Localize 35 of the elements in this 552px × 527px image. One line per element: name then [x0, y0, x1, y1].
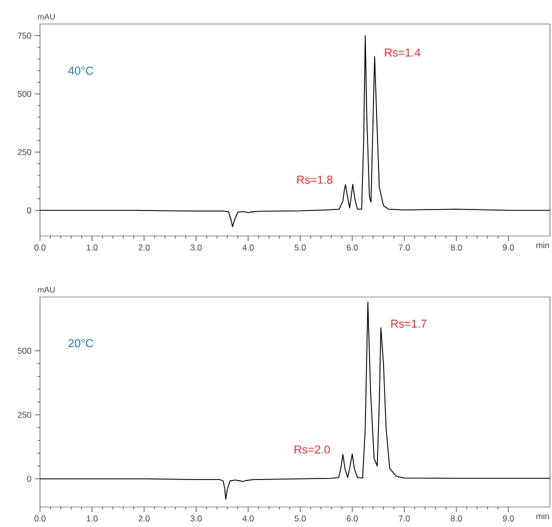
x-tick-label: 1.0: [86, 516, 98, 522]
y-tick-label: 500: [18, 90, 32, 97]
x-tick-label: 2.0: [138, 516, 150, 522]
x-tick-label: 0.0: [34, 516, 46, 522]
y-tick-label: 250: [18, 412, 32, 418]
x-tick-label: 0.0: [34, 244, 46, 250]
x-tick-label: 6.0: [346, 516, 358, 522]
y-tick-label: 0: [27, 476, 32, 482]
annotation: 40°C: [68, 66, 94, 75]
y-tick-label: 500: [18, 348, 32, 354]
x-tick-label: 9.0: [502, 516, 514, 522]
y-tick-label: 0: [27, 207, 32, 214]
x-tick-label: 7.0: [398, 244, 410, 250]
x-tick-label: 5.0: [294, 244, 306, 250]
x-tick-label: 7.0: [398, 516, 410, 522]
x-tick-label: 9.0: [502, 244, 514, 250]
x-tick-label: 4.0: [242, 244, 254, 250]
x-tick-label: 5.0: [294, 516, 306, 522]
annotation: Rs=1.4: [385, 48, 420, 57]
annotation: 20°C: [68, 339, 94, 348]
x-tick-label: 8.0: [450, 516, 462, 522]
x-tick-label: 6.0: [346, 244, 358, 250]
x-axis-title: min: [536, 242, 549, 248]
x-tick-label: 3.0: [190, 244, 202, 250]
annotation: Rs=1.8: [297, 176, 332, 184]
x-tick-label: 4.0: [242, 516, 254, 522]
x-tick-label: 3.0: [190, 516, 202, 522]
x-axis-title: min: [536, 513, 549, 520]
y-tick-label: 750: [18, 32, 32, 39]
annotation: Rs=2.0: [294, 445, 330, 454]
x-tick-label: 8.0: [450, 244, 462, 250]
y-tick-label: 250: [18, 149, 32, 156]
annotation: Rs=1.7: [391, 320, 426, 328]
x-tick-label: 1.0: [86, 244, 98, 250]
x-tick-label: 2.0: [138, 244, 150, 250]
